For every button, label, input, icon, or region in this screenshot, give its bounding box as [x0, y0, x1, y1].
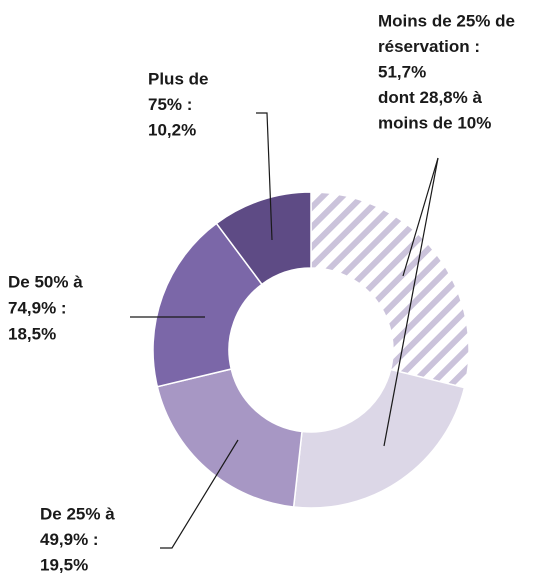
- segment-label: 18,5%: [8, 324, 56, 343]
- segment-label: Plus de: [148, 69, 208, 88]
- leader-line: [256, 112, 273, 241]
- donut-segment: [152, 222, 263, 388]
- segment-label: 51,7%: [378, 62, 426, 81]
- segment-label: 75% :: [148, 95, 192, 114]
- donut-segment: [310, 191, 470, 389]
- leader-line: [160, 439, 239, 549]
- segment-label: dont 28,8% à: [378, 88, 482, 107]
- segment-label: 74,9% :: [8, 298, 67, 317]
- leader-line: [402, 157, 439, 277]
- segment-label: 49,9% :: [40, 530, 99, 549]
- segment-label: De 50% à: [8, 272, 83, 291]
- leader-line: [383, 157, 439, 447]
- segment-label: 19,5%: [40, 555, 88, 574]
- segments: [152, 191, 470, 509]
- donut-segment: [156, 368, 303, 508]
- segment-label: Moins de 25% de: [378, 11, 515, 30]
- segment-label: 10,2%: [148, 120, 196, 139]
- donut-segment: [215, 191, 312, 286]
- segment-label: réservation :: [378, 37, 480, 56]
- donut-segment: [292, 368, 466, 509]
- segment-label: moins de 10%: [378, 113, 491, 132]
- segment-label: De 25% à: [40, 504, 115, 523]
